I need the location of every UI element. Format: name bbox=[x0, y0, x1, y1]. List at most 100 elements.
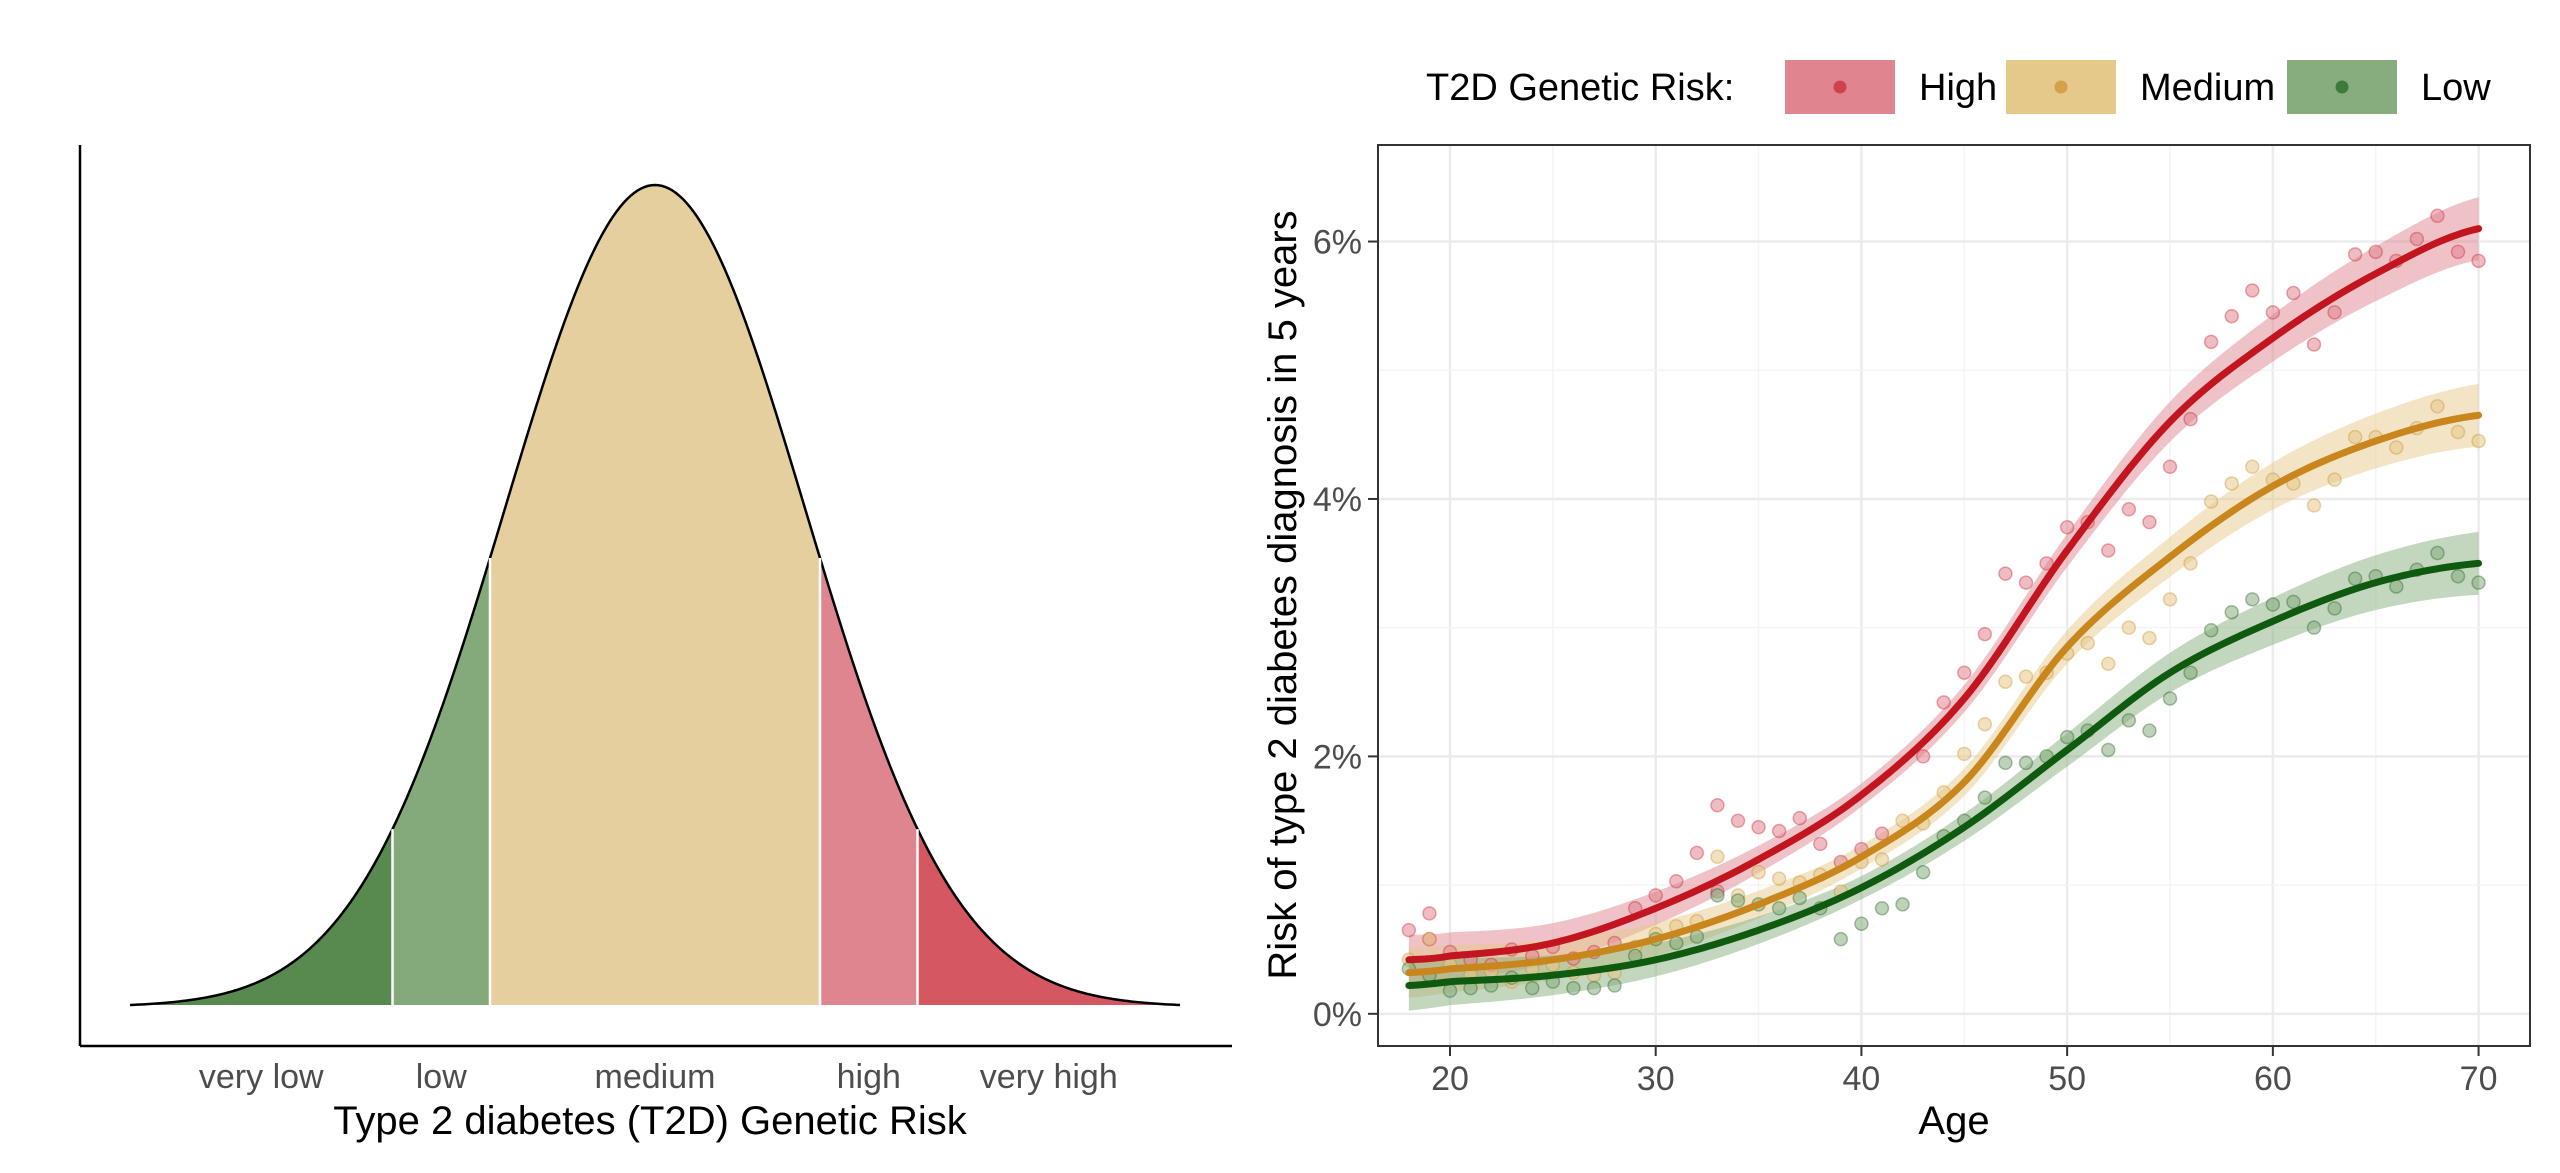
legend: T2D Genetic Risk: High Medium Low bbox=[1426, 60, 2491, 114]
point-high bbox=[2409, 231, 2425, 247]
point-low bbox=[1669, 935, 1684, 951]
point-high bbox=[2018, 575, 2034, 590]
legend-items: High Medium Low bbox=[1785, 60, 2491, 114]
distribution-x-axis-title: Type 2 diabetes (T2D) Genetic Risk bbox=[333, 1099, 968, 1143]
point-high bbox=[1813, 836, 1828, 852]
point-medium bbox=[2347, 429, 2363, 445]
point-low bbox=[1895, 897, 1910, 912]
point-medium bbox=[2142, 630, 2157, 646]
legend-item-low: Low bbox=[2287, 60, 2491, 114]
point-low bbox=[2327, 601, 2342, 616]
segment-very-low bbox=[130, 829, 393, 1005]
plot-border bbox=[1377, 144, 2531, 1047]
point-low bbox=[2450, 568, 2466, 584]
point-high bbox=[1771, 823, 1787, 839]
point-medium bbox=[2389, 440, 2404, 455]
legend-label-medium: Medium bbox=[2140, 67, 2275, 109]
point-low bbox=[1607, 978, 1622, 993]
point-medium bbox=[1874, 852, 1890, 867]
point-low bbox=[1833, 931, 1849, 947]
category-label-low: low bbox=[416, 1058, 467, 1096]
point-medium bbox=[1957, 746, 1972, 762]
point-high bbox=[2121, 502, 2137, 517]
segment-high bbox=[820, 558, 918, 1005]
distribution-segments bbox=[130, 185, 1180, 1005]
point-medium bbox=[2018, 669, 2034, 684]
x-tick-label: 20 bbox=[1431, 1060, 1469, 1098]
category-label-very-high: very high bbox=[980, 1058, 1118, 1096]
point-high bbox=[2265, 305, 2281, 320]
age-x-axis-title: Age bbox=[1918, 1099, 1989, 1143]
point-medium bbox=[2203, 494, 2219, 509]
point-high bbox=[1936, 695, 1951, 710]
distribution-curve-outline bbox=[129, 183, 1181, 1007]
curve-low bbox=[1405, 559, 2483, 989]
point-high bbox=[2327, 305, 2342, 320]
segment-medium bbox=[490, 185, 820, 1005]
point-low bbox=[2471, 575, 2486, 590]
x-tick-label: 60 bbox=[2254, 1060, 2292, 1098]
point-low bbox=[2306, 620, 2322, 635]
genetic-risk-distribution-chart: very low low medium high very high Type 2 di… bbox=[78, 145, 1232, 1143]
point-medium bbox=[2183, 556, 2198, 571]
point-low bbox=[2203, 623, 2219, 638]
point-medium bbox=[2162, 592, 2178, 607]
curve-medium bbox=[1405, 411, 2483, 977]
x-tick-label: 30 bbox=[1637, 1060, 1675, 1098]
point-low bbox=[2121, 713, 2137, 728]
point-low bbox=[1977, 790, 1993, 805]
point-high bbox=[2471, 253, 2486, 269]
segment-dividers bbox=[391, 558, 919, 1005]
point-low bbox=[2183, 665, 2198, 680]
point-low bbox=[1710, 888, 1725, 903]
point-high bbox=[2368, 244, 2383, 260]
point-high bbox=[1422, 906, 1437, 921]
category-label-medium: medium bbox=[595, 1058, 716, 1096]
segment-low bbox=[392, 558, 490, 1005]
point-low bbox=[2286, 594, 2301, 610]
point-high bbox=[2245, 283, 2260, 298]
point-high bbox=[1874, 826, 1890, 841]
category-label-high: high bbox=[837, 1058, 901, 1096]
point-high bbox=[1669, 873, 1684, 889]
point-medium bbox=[1422, 931, 1437, 947]
point-low bbox=[2162, 691, 2178, 706]
x-tick-label: 50 bbox=[2048, 1060, 2086, 1098]
point-high bbox=[1689, 845, 1705, 861]
legend-point-low bbox=[2335, 80, 2349, 94]
point-high bbox=[2286, 285, 2301, 301]
point-medium bbox=[1895, 813, 1910, 828]
point-high bbox=[2347, 247, 2363, 262]
point-low bbox=[2059, 729, 2075, 745]
point-high bbox=[1401, 922, 1417, 938]
point-high bbox=[1998, 566, 2013, 581]
point-low bbox=[2142, 723, 2157, 738]
point-high bbox=[2450, 244, 2466, 260]
point-high bbox=[1710, 798, 1725, 813]
x-axis-ticks: 20 30 40 50 60 70 bbox=[1431, 1046, 2497, 1098]
segment-very-high bbox=[917, 829, 1180, 1005]
point-low bbox=[1771, 901, 1787, 916]
point-high bbox=[1792, 810, 1807, 826]
legend-label-high: High bbox=[1919, 67, 1997, 109]
point-low bbox=[1792, 890, 1807, 906]
point-medium bbox=[2080, 635, 2095, 651]
point-high bbox=[2039, 556, 2054, 571]
point-medium bbox=[2471, 433, 2486, 449]
point-high bbox=[2203, 334, 2219, 350]
point-low bbox=[2245, 592, 2260, 607]
point-low bbox=[1730, 893, 1746, 908]
y-axis-ticks: 0% 2% 4% 6% bbox=[1313, 224, 1378, 1034]
ribbon-medium bbox=[1408, 383, 2479, 998]
point-low bbox=[1854, 916, 1869, 931]
point-low bbox=[1915, 864, 1931, 880]
point-medium bbox=[2306, 498, 2322, 513]
point-high bbox=[2162, 459, 2178, 475]
point-low bbox=[1586, 980, 1602, 996]
y-tick-label: 6% bbox=[1313, 224, 1362, 262]
point-high bbox=[1648, 888, 1663, 903]
legend-item-medium: Medium bbox=[2006, 60, 2275, 114]
point-high bbox=[1730, 813, 1746, 828]
x-tick-label: 40 bbox=[1843, 1060, 1881, 1098]
grid-lines bbox=[1378, 145, 2530, 1046]
